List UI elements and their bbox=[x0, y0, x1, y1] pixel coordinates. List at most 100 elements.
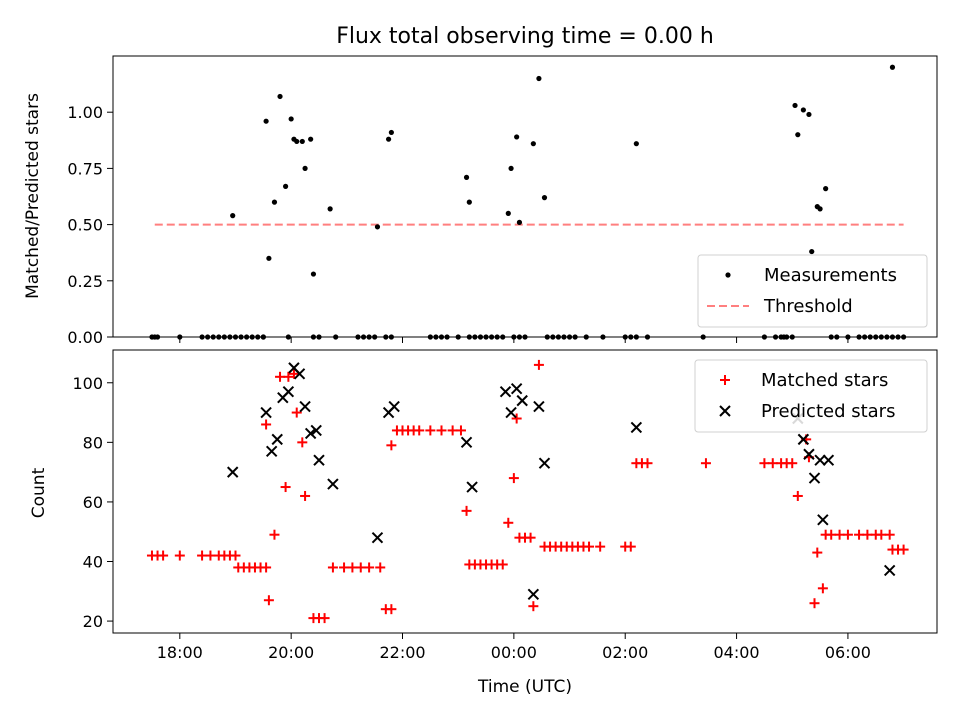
predicted-star-point bbox=[304, 427, 317, 440]
predicted-star-point bbox=[808, 472, 821, 484]
legend-label: Predicted stars bbox=[761, 401, 895, 422]
predicted-star-point bbox=[460, 436, 473, 449]
measurement-point bbox=[823, 186, 829, 192]
legend-measurement-marker bbox=[725, 272, 731, 278]
legend-box bbox=[697, 254, 928, 328]
x-tick-label: 00:00 bbox=[491, 643, 537, 662]
predicted-star-point bbox=[388, 400, 400, 413]
x-tick-label: 18:00 bbox=[157, 643, 203, 662]
bottom-y-axis-label: Count bbox=[29, 467, 49, 518]
matched-star-point bbox=[386, 440, 397, 451]
measurement-point bbox=[536, 75, 542, 82]
predicted-star-point bbox=[310, 424, 322, 437]
predicted-star-point bbox=[883, 564, 896, 577]
measurement-point bbox=[302, 165, 308, 171]
legend-label: Matched stars bbox=[761, 370, 888, 391]
matched-star-point bbox=[497, 559, 508, 570]
measurement-point bbox=[388, 129, 394, 136]
measurement-point bbox=[266, 255, 272, 261]
predicted-star-point bbox=[822, 454, 835, 466]
measurement-point bbox=[792, 102, 798, 109]
matched-star-point bbox=[759, 458, 770, 469]
measurement-point bbox=[299, 138, 305, 145]
legend-matched-marker bbox=[720, 375, 730, 385]
measurement-point bbox=[508, 165, 514, 171]
matched-star-point bbox=[288, 368, 299, 379]
matched-star-point bbox=[230, 550, 241, 561]
matched-star-point bbox=[291, 407, 302, 418]
measurement-point bbox=[806, 111, 812, 118]
measurement-point bbox=[277, 93, 283, 100]
measurement-point bbox=[530, 141, 536, 147]
matched-star-point bbox=[584, 541, 595, 552]
matched-star-point bbox=[197, 550, 208, 561]
measurement-point bbox=[327, 206, 333, 212]
measurement-point bbox=[463, 174, 470, 180]
matched-star-point bbox=[319, 613, 330, 624]
matched-star-point bbox=[767, 458, 778, 469]
legend-label: Measurements bbox=[764, 265, 897, 286]
matched-star-point bbox=[595, 541, 606, 552]
measurement-point bbox=[800, 107, 806, 113]
measurement-point bbox=[385, 136, 392, 142]
bottom-y-tick-label: 80 bbox=[83, 433, 103, 452]
matched-star-point bbox=[174, 550, 185, 561]
matched-star-point bbox=[854, 529, 865, 540]
matched-star-point bbox=[339, 562, 350, 573]
matched-star-point bbox=[280, 482, 291, 493]
matched-star-point bbox=[528, 601, 539, 612]
matched-star-point bbox=[269, 529, 280, 540]
predicted-star-point bbox=[533, 400, 545, 413]
matched-star-point bbox=[508, 473, 519, 484]
predicted-star-point bbox=[327, 478, 339, 490]
predicted-star-point bbox=[510, 383, 523, 395]
measurement-point bbox=[466, 199, 472, 205]
matched-star-point bbox=[884, 529, 895, 540]
matched-star-point bbox=[461, 505, 472, 516]
matched-star-point bbox=[275, 371, 286, 382]
matched-star-point bbox=[787, 458, 798, 469]
measurement-point bbox=[374, 224, 381, 230]
x-axis-label: Time (UTC) bbox=[477, 677, 572, 697]
matched-star-point bbox=[261, 562, 272, 573]
matched-star-point bbox=[447, 425, 458, 436]
count-panel: 18:00 20:00 22:00 00:00 02:00 04:00 06:00 20 40 6… bbox=[72, 349, 938, 662]
matched-star-point bbox=[386, 604, 397, 615]
bottom-legend: Matched stars Predicted stars bbox=[694, 359, 928, 433]
top-legend: Measurements Threshold bbox=[697, 254, 928, 328]
predicted-star-point bbox=[313, 454, 325, 466]
x-tick-label: 04:00 bbox=[714, 643, 760, 662]
matched-star-point bbox=[261, 419, 272, 430]
x-tick-label: 06:00 bbox=[825, 643, 871, 662]
measurement-point bbox=[505, 210, 511, 216]
top-y-tick-label: 0.00 bbox=[67, 328, 103, 347]
matched-star-point bbox=[809, 598, 820, 609]
matched-star-point bbox=[533, 359, 544, 370]
matched-star-point bbox=[205, 550, 216, 561]
matched-star-point bbox=[817, 583, 828, 594]
x-tick-label: 02:00 bbox=[602, 643, 648, 662]
predicted-star-point bbox=[630, 421, 643, 434]
measurement-point bbox=[633, 141, 639, 147]
chart-title: Flux total observing time = 0.00 h bbox=[336, 24, 714, 49]
predicted-star-point bbox=[293, 368, 306, 380]
matched-star-point bbox=[414, 425, 425, 436]
measurement-point bbox=[230, 213, 236, 219]
top-y-tick-label: 0.25 bbox=[67, 272, 103, 291]
matched-star-point bbox=[375, 562, 386, 573]
predicted-star-point bbox=[803, 448, 815, 460]
predicted-star-point bbox=[466, 481, 478, 493]
predicted-star-point bbox=[499, 385, 512, 398]
measurement-point bbox=[817, 206, 823, 212]
legend-label: Threshold bbox=[763, 296, 853, 317]
top-y-axis-label: Matched/Predicted stars bbox=[23, 93, 43, 299]
bottom-y-tick-label: 60 bbox=[83, 493, 103, 512]
measurement-point bbox=[308, 136, 314, 142]
predicted-star-point bbox=[371, 531, 384, 544]
measurement-point bbox=[889, 64, 896, 70]
top-plot-frame bbox=[112, 55, 938, 338]
top-y-tick-label: 0.50 bbox=[67, 216, 103, 235]
matched-star-point bbox=[642, 458, 653, 469]
matched-star-point bbox=[876, 529, 887, 540]
